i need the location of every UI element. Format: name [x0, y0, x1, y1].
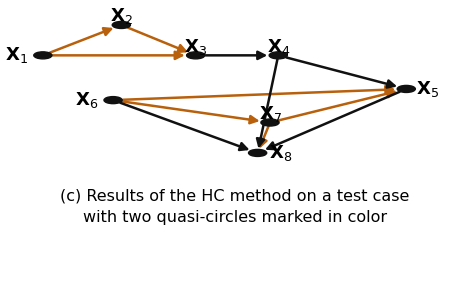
Circle shape: [186, 52, 204, 59]
Text: $\mathbf{X}_{6}$: $\mathbf{X}_{6}$: [74, 90, 98, 110]
Circle shape: [396, 86, 414, 92]
Circle shape: [34, 52, 52, 59]
Text: $\mathbf{X}_{8}$: $\mathbf{X}_{8}$: [268, 143, 291, 163]
Text: $\mathbf{X}_{1}$: $\mathbf{X}_{1}$: [5, 45, 28, 65]
Circle shape: [112, 21, 130, 29]
Circle shape: [248, 149, 266, 156]
Text: $\mathbf{X}_{7}$: $\mathbf{X}_{7}$: [258, 104, 281, 124]
Text: $\mathbf{X}_{3}$: $\mathbf{X}_{3}$: [184, 37, 207, 57]
Text: $\mathbf{X}_{4}$: $\mathbf{X}_{4}$: [266, 37, 289, 57]
Text: $\mathbf{X}_{5}$: $\mathbf{X}_{5}$: [415, 79, 438, 99]
Text: $\mathbf{X}_{2}$: $\mathbf{X}_{2}$: [110, 6, 133, 26]
Text: (c) Results of the HC method on a test case
with two quasi-circles marked in col: (c) Results of the HC method on a test c…: [60, 189, 409, 225]
Circle shape: [260, 119, 279, 126]
Circle shape: [269, 52, 287, 59]
Circle shape: [104, 97, 122, 104]
